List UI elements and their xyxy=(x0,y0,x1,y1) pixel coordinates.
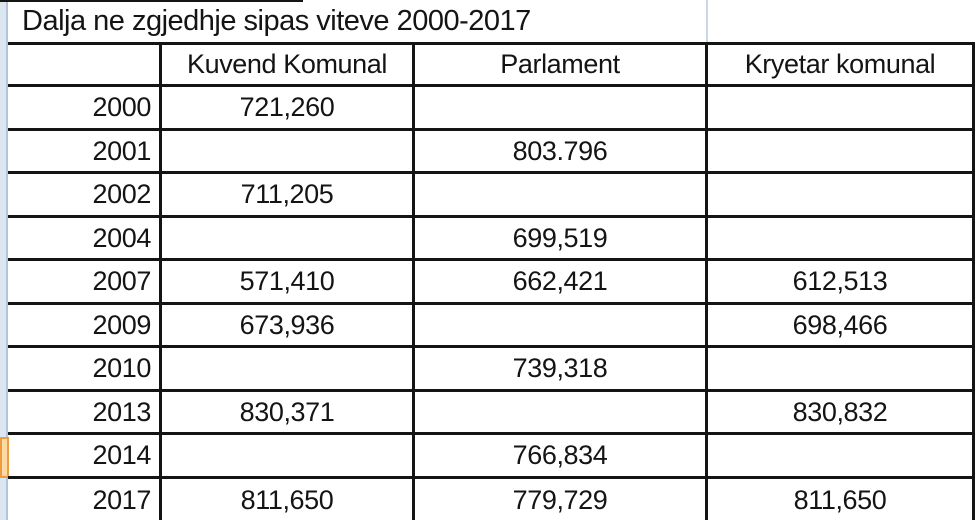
parlament-value: 739,318 xyxy=(512,353,608,383)
year-value: 2013 xyxy=(92,396,152,427)
year-cell[interactable]: 2010 xyxy=(8,348,162,392)
kryetar-cell[interactable]: 811,650 xyxy=(708,479,975,520)
kuvend-value: 830,371 xyxy=(239,396,335,427)
header-cell-parlament[interactable]: Parlament xyxy=(415,45,708,87)
header-cell-kryetar[interactable]: Kryetar komunal xyxy=(708,45,975,87)
header-label-kuvend: Kuvend Komunal xyxy=(186,49,388,79)
kuvend-cell[interactable]: 721,260 xyxy=(162,87,415,131)
parlament-value: 662,421 xyxy=(512,266,608,296)
kuvend-cell[interactable] xyxy=(162,131,415,174)
year-value: 2007 xyxy=(92,266,152,296)
parlament-value: 803.796 xyxy=(512,135,608,166)
year-cell[interactable]: 2004 xyxy=(8,218,162,261)
year-cell[interactable]: 2017 xyxy=(8,479,162,520)
table-row: 2010 739,318 xyxy=(8,348,975,392)
year-value: 2001 xyxy=(92,135,152,166)
kryetar-cell[interactable] xyxy=(708,131,975,174)
parlament-value: 699,519 xyxy=(512,222,608,253)
kryetar-cell[interactable]: 698,466 xyxy=(708,305,975,348)
table-row: 2002 711,205 xyxy=(8,174,975,218)
kryetar-value: 698,466 xyxy=(792,309,888,340)
table-title: Dalja ne zgjedhje sipas viteve 2000-2017 xyxy=(22,4,531,37)
kuvend-cell[interactable]: 711,205 xyxy=(162,174,415,218)
kuvend-cell[interactable]: 830,371 xyxy=(162,392,415,435)
table-row: 2001 803.796 xyxy=(8,131,975,174)
parlament-cell[interactable]: 662,421 xyxy=(415,261,708,305)
kryetar-value: 612,513 xyxy=(792,266,888,296)
parlament-cell[interactable] xyxy=(415,87,708,131)
table-title-cell[interactable]: Dalja ne zgjedhje sipas viteve 2000-2017 xyxy=(8,0,975,45)
parlament-cell[interactable]: 803.796 xyxy=(415,131,708,174)
year-value: 2000 xyxy=(92,92,152,122)
header-cell-kuvend[interactable]: Kuvend Komunal xyxy=(162,45,415,87)
row-header-strip[interactable] xyxy=(0,0,8,520)
top-border-segment xyxy=(0,0,303,2)
year-cell[interactable]: 2001 xyxy=(8,131,162,174)
kuvend-cell[interactable] xyxy=(162,348,415,392)
kuvend-value: 711,205 xyxy=(240,179,334,209)
parlament-cell[interactable]: 779,729 xyxy=(415,479,708,520)
kryetar-cell[interactable] xyxy=(708,435,975,479)
table-row: 2014 766,834 xyxy=(8,435,975,479)
parlament-cell[interactable] xyxy=(415,392,708,435)
parlament-cell[interactable]: 766,834 xyxy=(415,435,708,479)
year-value: 2002 xyxy=(92,179,152,209)
parlament-cell[interactable]: 739,318 xyxy=(415,348,708,392)
kryetar-cell[interactable] xyxy=(708,87,975,131)
kryetar-cell[interactable]: 830,832 xyxy=(708,392,975,435)
year-cell[interactable]: 2009 xyxy=(8,305,162,348)
kuvend-cell[interactable]: 673,936 xyxy=(162,305,415,348)
table-row: 2013 830,371 830,832 xyxy=(8,392,975,435)
kryetar-cell[interactable] xyxy=(708,218,975,261)
kuvend-cell[interactable] xyxy=(162,435,415,479)
year-value: 2004 xyxy=(92,222,152,253)
parlament-cell[interactable] xyxy=(415,305,708,348)
parlament-cell[interactable] xyxy=(415,174,708,218)
year-cell[interactable]: 2013 xyxy=(8,392,162,435)
kryetar-cell[interactable] xyxy=(708,174,975,218)
kryetar-cell[interactable]: 612,513 xyxy=(708,261,975,305)
kuvend-cell[interactable] xyxy=(162,218,415,261)
year-value: 2009 xyxy=(92,309,152,340)
kuvend-value: 811,650 xyxy=(240,484,334,515)
year-value: 2014 xyxy=(92,440,152,470)
table-row: 2000 721,260 xyxy=(8,87,975,131)
table-row: 2017 811,650 779,729 811,650 xyxy=(8,479,975,520)
table-body: 2000 721,260 2001 803.796 xyxy=(8,87,975,520)
table-row: 2004 699,519 xyxy=(8,218,975,261)
kryetar-value: 811,650 xyxy=(793,484,887,515)
year-cell[interactable]: 2000 xyxy=(8,87,162,131)
selected-row-indicator[interactable] xyxy=(0,437,9,478)
table-header-row: Kuvend Komunal Parlament Kryetar komunal xyxy=(8,45,975,87)
parlament-value: 766,834 xyxy=(512,440,608,470)
parlament-value: 779,729 xyxy=(512,484,608,515)
kuvend-value: 673,936 xyxy=(239,309,335,340)
kuvend-value: 571,410 xyxy=(239,266,335,296)
header-cell-year[interactable] xyxy=(8,45,162,87)
year-cell[interactable]: 2014 xyxy=(8,435,162,479)
kuvend-cell[interactable]: 811,650 xyxy=(162,479,415,520)
year-value: 2010 xyxy=(92,353,152,383)
year-cell[interactable]: 2007 xyxy=(8,261,162,305)
header-label-parlament: Parlament xyxy=(500,49,620,79)
year-cell[interactable]: 2002 xyxy=(8,174,162,218)
kryetar-cell[interactable] xyxy=(708,348,975,392)
header-label-kryetar: Kryetar komunal xyxy=(744,49,936,79)
parlament-cell[interactable]: 699,519 xyxy=(415,218,708,261)
kryetar-value: 830,832 xyxy=(792,396,888,427)
gridline-vertical xyxy=(706,0,708,42)
year-value: 2017 xyxy=(92,484,152,515)
table-row: 2007 571,410 662,421 612,513 xyxy=(8,261,975,305)
kuvend-value: 721,260 xyxy=(239,92,335,122)
kuvend-cell[interactable]: 571,410 xyxy=(162,261,415,305)
table-row: 2009 673,936 698,466 xyxy=(8,305,975,348)
